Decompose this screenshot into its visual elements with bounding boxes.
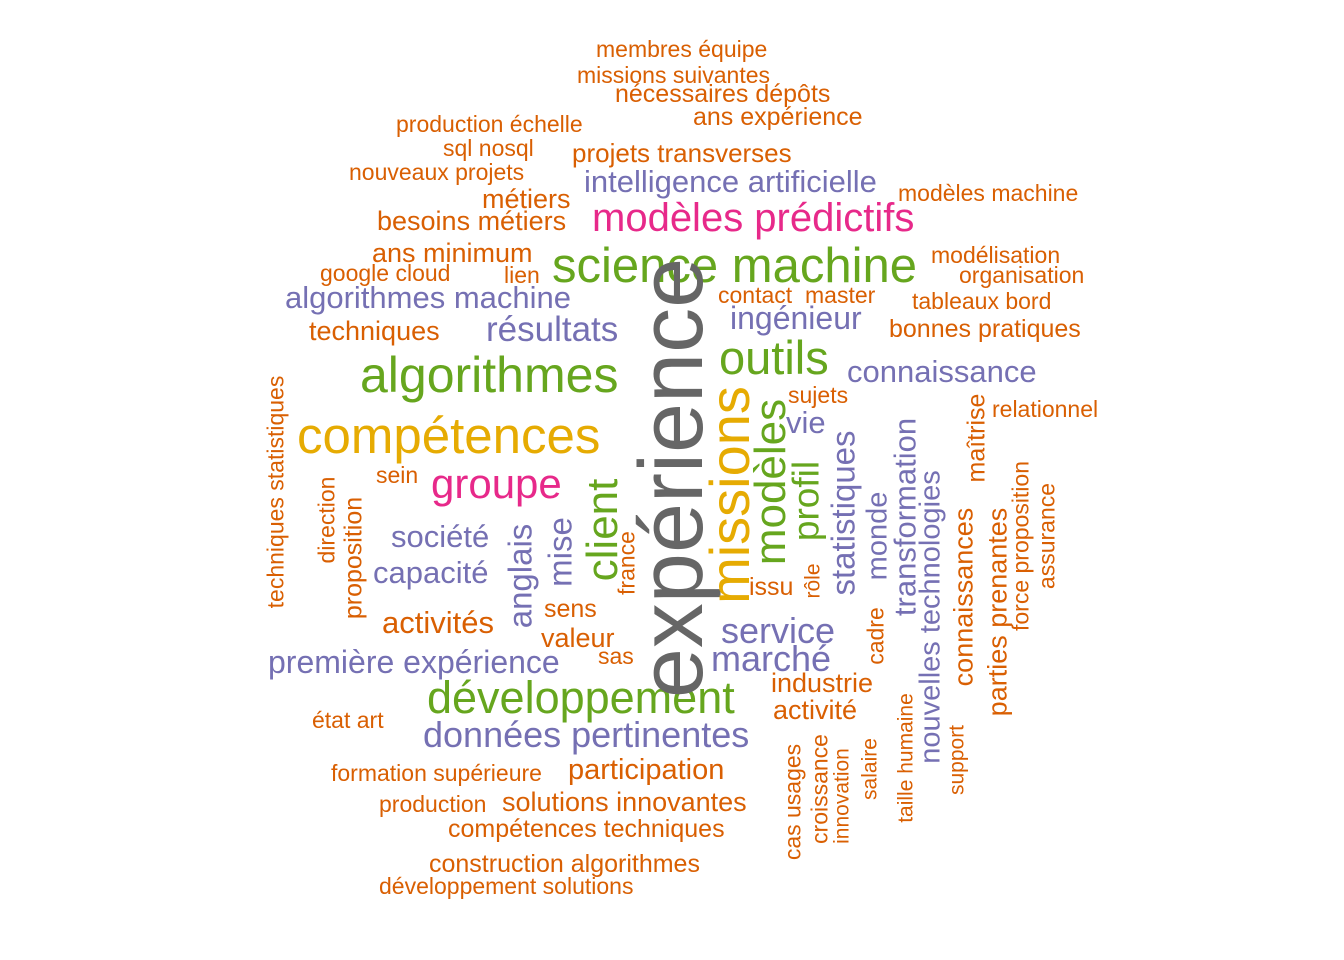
word: anglais	[501, 523, 539, 629]
word: métiers	[482, 184, 571, 214]
word: marché	[711, 638, 832, 679]
word: ans minimum	[372, 238, 533, 268]
word: besoins métiers	[377, 206, 567, 236]
word: modélisation	[931, 242, 1061, 268]
word: sql nosql	[443, 135, 534, 161]
word: force proposition	[1007, 460, 1034, 632]
word: rôle	[801, 563, 825, 599]
word: groupe	[431, 460, 562, 507]
word: nouveaux projets	[349, 159, 525, 185]
word: cadre	[862, 607, 889, 665]
word: ans expérience	[693, 103, 863, 131]
word: première expérience	[268, 644, 560, 680]
word: science machine	[552, 239, 917, 293]
word: lien	[504, 262, 540, 288]
word: organisation	[959, 262, 1085, 288]
word: capacité	[373, 555, 489, 590]
word: direction	[313, 476, 340, 564]
word: modèles machine	[898, 180, 1079, 206]
word: production échelle	[396, 111, 583, 137]
word: formation supérieure	[331, 760, 542, 786]
word: membres équipe	[596, 36, 768, 62]
word: connaissances	[948, 507, 979, 687]
word: sas	[598, 643, 634, 669]
word: nécessaires dépôts	[615, 80, 831, 108]
word: activités	[382, 605, 494, 640]
word: salaire	[858, 738, 882, 800]
word: participation	[568, 754, 725, 786]
word: relationnel	[992, 396, 1099, 422]
word: algorithmes	[360, 347, 619, 403]
word: bonnes pratiques	[889, 315, 1081, 343]
word: innovation	[830, 748, 854, 844]
word: croissance	[806, 734, 833, 844]
word: techniques statistiques	[262, 375, 289, 609]
word: production	[379, 791, 487, 817]
word: tableaux bord	[912, 288, 1052, 314]
word: mise	[541, 517, 579, 587]
word: intelligence artificielle	[584, 164, 877, 199]
word: statistiques	[824, 430, 862, 596]
word: valeur	[541, 623, 615, 653]
word: projets transverses	[572, 138, 792, 168]
word: résultats	[486, 310, 619, 349]
word: service	[721, 610, 836, 651]
word: connaissance	[847, 354, 1037, 389]
word: sujets	[788, 382, 849, 408]
word: contact	[718, 282, 793, 308]
word: taille humaine	[894, 693, 918, 823]
word: activité	[773, 695, 858, 725]
word: nouvelles technologies	[914, 470, 947, 764]
word: profil	[785, 460, 827, 542]
word: construction algorithmes	[429, 850, 700, 878]
word: missions suivantes	[577, 62, 771, 88]
word: algorithmes machine	[285, 280, 572, 315]
word: compétences techniques	[448, 815, 725, 843]
word: proposition	[339, 496, 368, 620]
word: techniques	[309, 316, 440, 346]
word: développement solutions	[379, 873, 634, 899]
word: vie	[786, 405, 826, 440]
word: données pertinentes	[423, 714, 750, 755]
word: google cloud	[320, 260, 451, 286]
word: issu	[749, 573, 794, 601]
word: développement	[427, 672, 735, 723]
word: assurance	[1033, 482, 1060, 590]
word: maîtrise	[962, 393, 991, 483]
word: ingénieur	[730, 300, 862, 336]
word: compétences	[297, 407, 601, 464]
word: état art	[312, 707, 384, 733]
word: outils	[719, 331, 829, 384]
word: industrie	[771, 668, 874, 698]
word: cas usages	[779, 743, 806, 861]
word: modèles prédictifs	[592, 196, 915, 240]
word: société	[391, 519, 490, 554]
word: sens	[544, 595, 597, 623]
word: sein	[376, 462, 419, 488]
word: solutions innovantes	[502, 787, 747, 817]
word: master	[805, 282, 876, 308]
word: support	[945, 724, 969, 796]
